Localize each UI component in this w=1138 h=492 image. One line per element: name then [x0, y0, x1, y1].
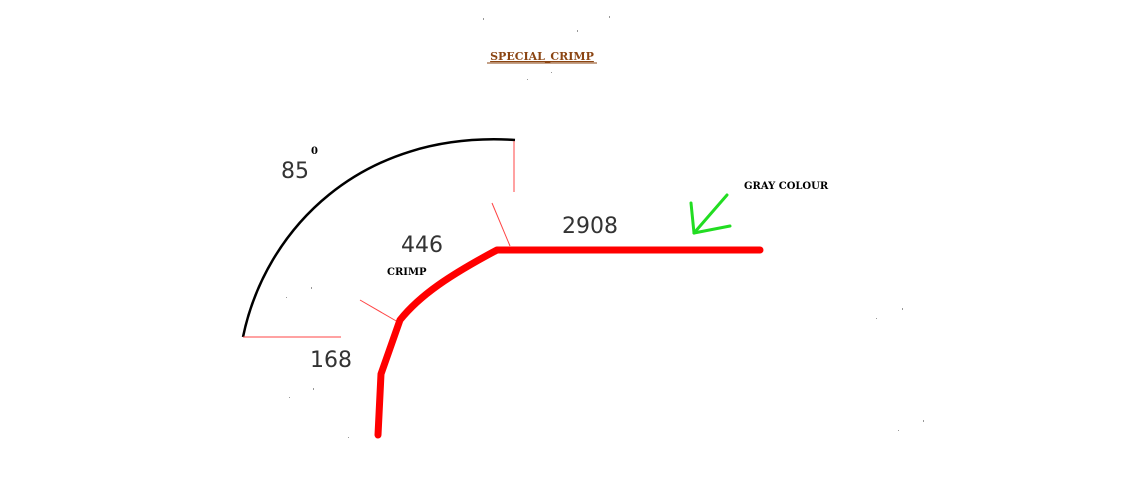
- offset-length: 168: [310, 348, 352, 373]
- colour-note: GRAY COLOUR: [744, 181, 829, 192]
- angle-value: 85: [281, 159, 309, 184]
- flat-length: 2908: [562, 214, 618, 239]
- drawing-title: SPECIAL_CRIMP: [490, 50, 594, 64]
- crimp-start-tick: [359, 299, 399, 323]
- crimp-label: CRIMP: [387, 267, 427, 278]
- dimension-lines: [243, 141, 515, 338]
- scan-specks: [286, 16, 924, 438]
- green-arrow-icon: [689, 193, 732, 235]
- crimp-length: 446: [401, 233, 443, 258]
- angle-degree-mark: 0: [311, 146, 318, 157]
- crimp-end-tick: [491, 202, 511, 247]
- crimp-profile: [374, 246, 764, 439]
- angle-arc: [241, 138, 516, 338]
